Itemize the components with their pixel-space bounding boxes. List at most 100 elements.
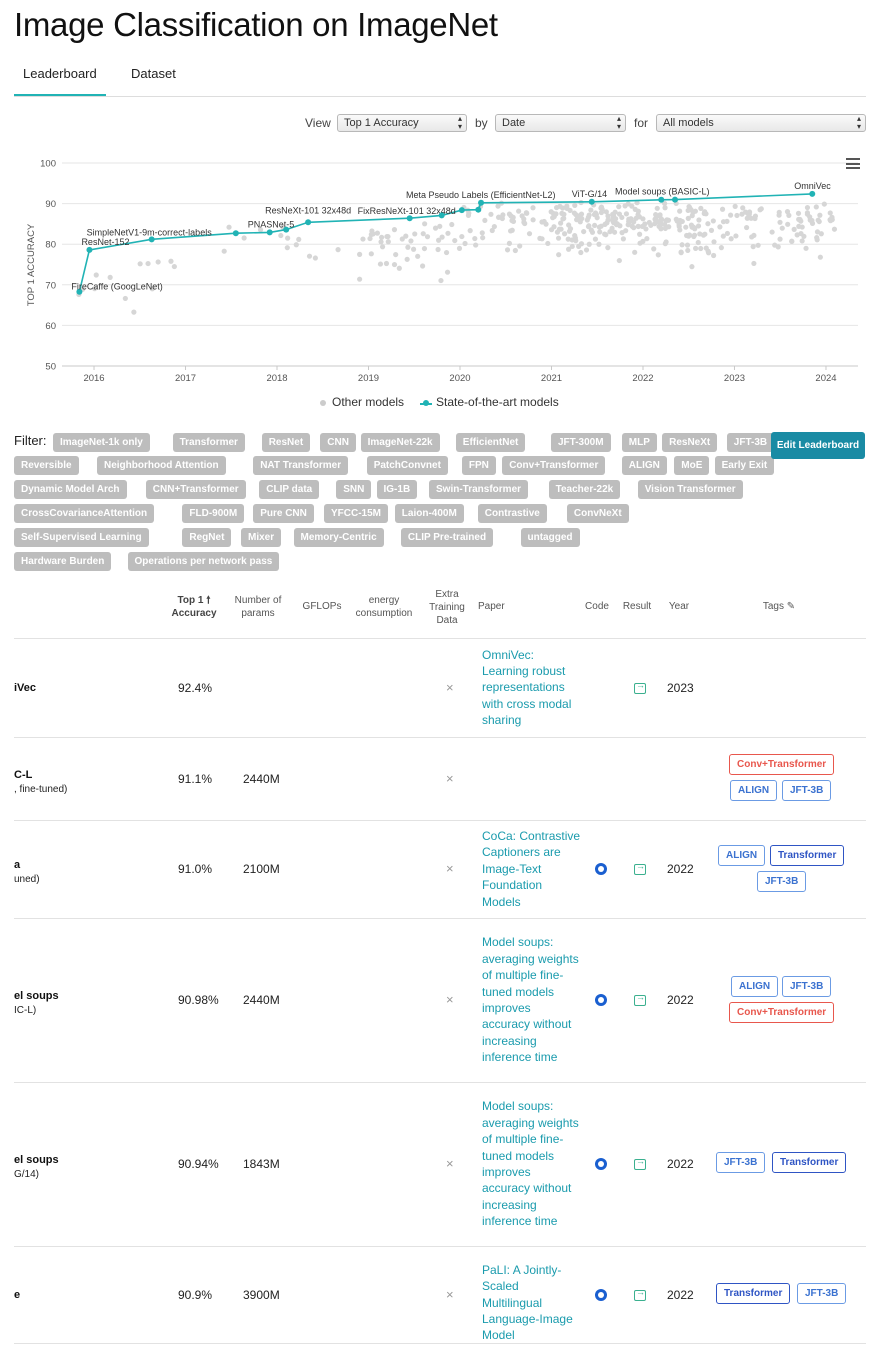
- view-select[interactable]: Top 1 Accuracy ▴ ▾: [337, 114, 467, 132]
- paper-link[interactable]: PaLI: A Jointly-Scaled Multilingual Lang…: [482, 1262, 573, 1343]
- filter-tag[interactable]: EfficientNet: [455, 433, 526, 452]
- model-tag[interactable]: JFT-3B: [782, 780, 832, 801]
- filter-tag[interactable]: Swin-Transformer: [429, 480, 529, 499]
- filter-tag[interactable]: Operations per network pass: [127, 552, 280, 571]
- filter-tag[interactable]: Neighborhood Attention: [97, 456, 226, 475]
- for-select[interactable]: All models ▴ ▾: [656, 114, 866, 132]
- filter-tag[interactable]: MoE: [674, 456, 710, 475]
- filter-tag[interactable]: YFCC-15M: [324, 504, 389, 523]
- filter-tag[interactable]: Mixer: [241, 528, 282, 547]
- header-year[interactable]: Year: [668, 601, 690, 612]
- paper-link[interactable]: Model soups: averaging weights of multip…: [482, 935, 579, 1065]
- legend-other[interactable]: Other models: [320, 395, 404, 409]
- github-icon[interactable]: [595, 1158, 607, 1170]
- model-tag[interactable]: Transformer: [772, 1152, 847, 1173]
- filter-tag[interactable]: FPN: [461, 456, 496, 475]
- filter-tag[interactable]: ImageNet-22k: [360, 433, 440, 452]
- model-tag[interactable]: ALIGN: [731, 976, 779, 997]
- model-tag[interactable]: JFT-3B: [782, 976, 832, 997]
- header-extra-data[interactable]: Extra Training Data: [429, 589, 465, 626]
- model-tag[interactable]: Conv+Transformer: [729, 754, 835, 775]
- legend-sota[interactable]: State-of-the-art models: [420, 395, 559, 409]
- filter-tag[interactable]: Memory-Centric: [293, 528, 384, 547]
- model-name[interactable]: e: [14, 1288, 21, 1301]
- filter-tag[interactable]: Self-Supervised Learning: [14, 528, 149, 547]
- github-icon[interactable]: [595, 1288, 607, 1301]
- other-model-point: [171, 263, 177, 270]
- model-tag[interactable]: Transformer: [770, 845, 845, 866]
- by-select[interactable]: Date ▴ ▾: [495, 114, 626, 132]
- model-tag[interactable]: ALIGN: [718, 845, 766, 866]
- model-tag[interactable]: JFT-3B: [757, 871, 807, 892]
- filter-tag[interactable]: CrossCovarianceAttention: [14, 504, 155, 523]
- model-tag[interactable]: ALIGN: [730, 780, 778, 801]
- other-model-point: [693, 245, 699, 251]
- filter-tag[interactable]: RegNet: [182, 528, 232, 547]
- filter-tag[interactable]: CNN: [320, 433, 356, 452]
- header-result[interactable]: Result: [622, 601, 652, 612]
- model-tag[interactable]: JFT-3B: [797, 1283, 847, 1304]
- paper-link[interactable]: Model soups: averaging weights of multip…: [482, 1099, 579, 1229]
- x-tick-label: 2024: [815, 373, 836, 384]
- header-top1[interactable]: Top 1 🠕 Accuracy: [171, 595, 217, 619]
- model-tag[interactable]: JFT-3B: [716, 1152, 766, 1173]
- header-params[interactable]: Number of params: [234, 595, 282, 619]
- filter-tag[interactable]: ResNet: [261, 433, 311, 452]
- filter-tag[interactable]: untagged: [520, 528, 580, 547]
- header-code[interactable]: Code: [585, 601, 609, 612]
- filter-tag[interactable]: CLIP data: [259, 480, 320, 499]
- result-icon[interactable]: [634, 1287, 646, 1301]
- filter-tag[interactable]: NAT Transformer: [253, 456, 349, 475]
- filter-tag[interactable]: Early Exit: [714, 456, 775, 475]
- model-name[interactable]: el soups: [14, 990, 59, 1002]
- tab-leaderboard[interactable]: Leaderboard: [14, 66, 106, 96]
- result-icon[interactable]: [634, 1156, 646, 1170]
- header-gflops[interactable]: GFLOPs: [302, 601, 342, 612]
- filter-tag[interactable]: Vision Transformer: [637, 480, 743, 499]
- filter-tag[interactable]: Dynamic Model Arch: [14, 480, 127, 499]
- other-model-point: [412, 231, 418, 237]
- filter-tag[interactable]: MLP: [621, 433, 657, 452]
- filter-tag[interactable]: PatchConvnet: [366, 456, 448, 475]
- header-paper[interactable]: Paper: [478, 601, 505, 612]
- filter-tag[interactable]: ImageNet-1k only: [53, 433, 150, 452]
- github-icon[interactable]: [595, 994, 607, 1006]
- filter-tag[interactable]: Hardware Burden: [14, 552, 112, 571]
- filter-tag[interactable]: JFT-300M: [551, 433, 611, 452]
- filter-tag[interactable]: ResNeXt: [662, 433, 718, 452]
- filter-tag[interactable]: Pure CNN: [253, 504, 314, 523]
- paper-link[interactable]: CoCa: Contrastive Captioners are Image-T…: [482, 829, 581, 909]
- edit-icon[interactable]: ✎: [786, 601, 796, 612]
- chart-menu-icon[interactable]: [846, 158, 860, 169]
- filter-tag[interactable]: Laion-400M: [394, 504, 464, 523]
- filter-tag[interactable]: ConvNeXt: [566, 504, 629, 523]
- edit-leaderboard-button[interactable]: Edit Leaderboard: [771, 432, 865, 459]
- model-name[interactable]: a: [14, 859, 21, 871]
- filter-tag[interactable]: JFT-3B: [726, 433, 775, 452]
- result-icon[interactable]: [634, 680, 646, 694]
- filter-tag[interactable]: Contrastive: [477, 504, 547, 523]
- filter-tag[interactable]: SNN: [336, 480, 372, 499]
- model-tag[interactable]: Transformer: [716, 1283, 791, 1304]
- tab-dataset[interactable]: Dataset: [131, 66, 176, 81]
- filter-tag[interactable]: CLIP Pre-trained: [400, 528, 494, 547]
- result-icon[interactable]: [634, 992, 646, 1006]
- filter-tag[interactable]: Transformer: [172, 433, 245, 452]
- header-tags[interactable]: Tags ✎: [762, 601, 796, 612]
- filter-tag[interactable]: CNN+Transformer: [145, 480, 246, 499]
- filter-tag[interactable]: Teacher-22k: [548, 480, 621, 499]
- paper-link[interactable]: OmniVec: Learning robust representations…: [482, 647, 572, 728]
- filter-tag[interactable]: ALIGN: [621, 456, 667, 475]
- model-name[interactable]: iVec: [14, 681, 37, 694]
- filter-tag[interactable]: IG-1B: [376, 480, 418, 499]
- filter-tag[interactable]: Reversible: [14, 456, 79, 475]
- model-name[interactable]: el soups: [14, 1154, 59, 1166]
- filter-tag[interactable]: Conv+Transformer: [502, 456, 606, 475]
- github-icon[interactable]: [595, 863, 607, 875]
- model-tag[interactable]: Conv+Transformer: [729, 1002, 835, 1023]
- model-name[interactable]: C-L: [14, 768, 33, 781]
- other-model-point: [685, 247, 691, 254]
- filter-tag[interactable]: FLD-900M: [182, 504, 245, 523]
- header-energy[interactable]: energy consumption: [355, 595, 413, 619]
- result-icon[interactable]: [634, 861, 646, 875]
